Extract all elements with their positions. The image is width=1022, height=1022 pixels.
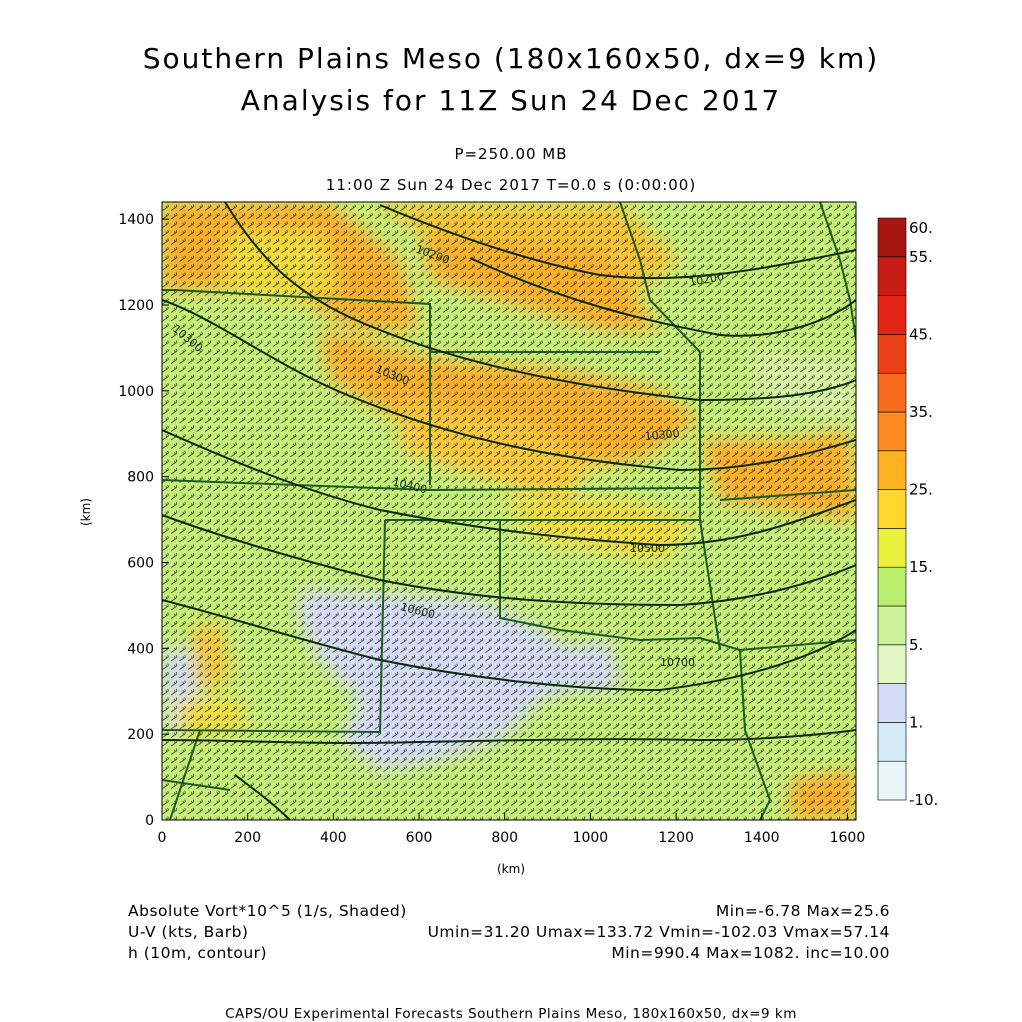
y-tick-label: 200 [127, 727, 154, 743]
colorbar-swatch [877, 256, 907, 296]
y-axis-label: (km) [79, 497, 94, 527]
pressure-level: P=250.00 MB [454, 145, 568, 163]
y-tick-label: 0 [145, 813, 154, 829]
y-tick-label: 1400 [118, 212, 154, 228]
colorbar-label: -10. [909, 791, 938, 809]
x-tick-label: 600 [406, 830, 433, 846]
wind-field-name: U-V (kts, Barb) [128, 923, 249, 941]
colorbar-label: 55. [909, 248, 933, 266]
x-tick-label: 1400 [744, 830, 780, 846]
x-tick-label: 1200 [658, 830, 694, 846]
map-plot: 10200 10200 10300 10300 10400 10500 1060… [118, 201, 938, 846]
colorbar-swatch [877, 334, 907, 374]
colorbar-swatch [877, 683, 907, 723]
colorbar-label: 1. [909, 713, 923, 731]
colorbar-label: 25. [909, 481, 933, 499]
plot-frame [161, 201, 857, 821]
x-tick-label: 1000 [573, 830, 609, 846]
y-tick-label: 600 [127, 556, 154, 572]
y-tick-label: 1000 [118, 384, 154, 400]
contour-label: 10300 [644, 427, 680, 443]
colorbar-swatch [877, 411, 907, 452]
colorbar-label: 60. [909, 219, 933, 237]
colorbar-label: 45. [909, 325, 933, 343]
colorbar-swatch [877, 528, 907, 568]
wind-barbs [162, 202, 856, 820]
vorticity-field-name: Absolute Vort*10^5 (1/s, Shaded) [128, 902, 407, 920]
footer-credit: CAPS/OU Experimental Forecasts Southern … [225, 1006, 797, 1022]
y-tick-label: 1200 [118, 298, 154, 314]
colorbar-swatch [877, 489, 907, 529]
colorbar-swatch [877, 295, 907, 335]
colorbar-swatch [877, 760, 907, 801]
x-tick-label: 0 [158, 830, 167, 846]
valid-time: 11:00 Z Sun 24 Dec 2017 T=0.0 s (0:00:00… [325, 176, 697, 194]
contour-label: 10700 [660, 656, 695, 669]
colorbar: 60. 55. 45. 35. 25. 15. 5. 1. -10. [877, 217, 938, 809]
x-axis-label: (km) [497, 862, 526, 876]
chart-title-line1: Southern Plains Meso (180x160x50, dx=9 k… [142, 42, 880, 75]
state-borders [162, 202, 856, 820]
height-contours [162, 202, 856, 820]
height-field-name: h (10m, contour) [128, 944, 268, 962]
colorbar-swatch [877, 566, 907, 607]
height-field-stats: Min=990.4 Max=1082. inc=10.00 [611, 944, 890, 962]
y-tick-label: 400 [127, 641, 154, 657]
x-axis: 0 200 400 600 800 1000 1200 1400 1600 [158, 813, 866, 846]
colorbar-swatch [877, 217, 907, 258]
y-tick-label: 800 [127, 470, 154, 486]
x-tick-label: 800 [491, 830, 518, 846]
colorbar-swatch [877, 644, 907, 684]
x-tick-label: 400 [320, 830, 347, 846]
colorbar-label: 35. [909, 403, 933, 421]
y-axis: 0 200 400 600 800 1000 1200 1400 [118, 212, 169, 829]
x-tick-label: 1600 [830, 830, 866, 846]
colorbar-swatch [877, 605, 907, 646]
contour-label: 10200 [688, 270, 725, 289]
colorbar-swatch [877, 372, 907, 413]
colorbar-swatch [877, 722, 907, 762]
vorticity-field-stats: Min=-6.78 Max=25.6 [715, 902, 890, 920]
contour-label: 10500 [630, 542, 665, 555]
colorbar-label: 5. [909, 636, 923, 654]
x-tick-label: 200 [234, 830, 261, 846]
colorbar-swatch [877, 450, 907, 490]
colorbar-label: 15. [909, 558, 933, 576]
wind-field-stats: Umin=31.20 Umax=133.72 Vmin=-102.03 Vmax… [427, 923, 890, 941]
chart-title-line2: Analysis for 11Z Sun 24 Dec 2017 [240, 84, 782, 117]
